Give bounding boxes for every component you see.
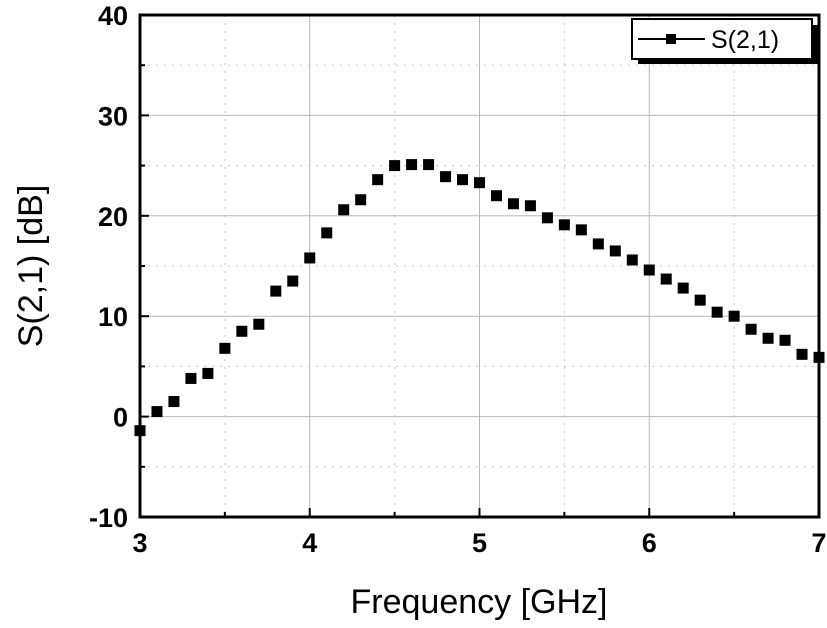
- data-point: [457, 174, 469, 186]
- data-point: [372, 174, 384, 186]
- y-tick-label: 20: [98, 202, 128, 232]
- data-point: [202, 367, 214, 379]
- data-point: [728, 310, 740, 322]
- data-point: [524, 200, 536, 212]
- x-tick-label: 6: [642, 528, 657, 558]
- x-tick-label: 5: [472, 528, 487, 558]
- y-tick-label: 40: [98, 1, 128, 31]
- data-point: [762, 332, 774, 344]
- data-point: [219, 342, 231, 354]
- x-tick-label: 7: [811, 528, 826, 558]
- data-point: [490, 190, 502, 202]
- data-point: [151, 406, 163, 418]
- x-tick-label: 4: [302, 528, 317, 558]
- data-point: [253, 318, 265, 330]
- x-tick-label: 3: [132, 528, 147, 558]
- x-axis-title: Frequency [GHz]: [351, 583, 608, 621]
- data-point: [609, 245, 621, 257]
- data-point: [389, 160, 401, 172]
- data-point: [507, 198, 519, 210]
- data-point: [626, 254, 638, 266]
- y-tick-label: 10: [98, 302, 128, 332]
- y-tick-label: 30: [98, 101, 128, 131]
- data-point: [355, 194, 367, 206]
- data-point: [779, 334, 791, 346]
- data-point: [558, 219, 570, 231]
- data-point: [287, 275, 299, 287]
- data-point: [304, 252, 316, 264]
- y-axis-title: S(2,1) [dB]: [12, 185, 50, 348]
- data-point: [474, 177, 485, 189]
- legend: S(2,1): [631, 18, 818, 64]
- y-tick-label: -10: [89, 503, 128, 533]
- data-point: [236, 325, 248, 337]
- data-point: [711, 306, 723, 318]
- data-point: [440, 171, 452, 183]
- data-point: [575, 224, 587, 236]
- data-point: [423, 159, 435, 171]
- y-tick-label: 0: [113, 403, 128, 433]
- legend-label: S(2,1): [711, 26, 779, 54]
- data-point: [168, 396, 180, 408]
- data-point: [185, 372, 197, 384]
- data-point: [660, 273, 672, 285]
- data-points: [134, 159, 825, 437]
- data-point: [694, 294, 706, 306]
- data-point: [541, 212, 553, 224]
- data-point: [406, 159, 418, 171]
- data-point: [745, 323, 757, 335]
- ticks: [139, 14, 820, 518]
- data-point: [338, 204, 350, 216]
- tick-labels: 3 4 5 6 7 -10 0 10 20 30 40: [89, 1, 827, 558]
- data-point: [270, 285, 282, 297]
- data-point: [796, 348, 808, 360]
- data-point: [677, 282, 689, 294]
- data-point: [643, 264, 655, 276]
- data-point: [321, 227, 333, 239]
- data-point: [592, 238, 604, 250]
- legend-marker: [666, 34, 676, 44]
